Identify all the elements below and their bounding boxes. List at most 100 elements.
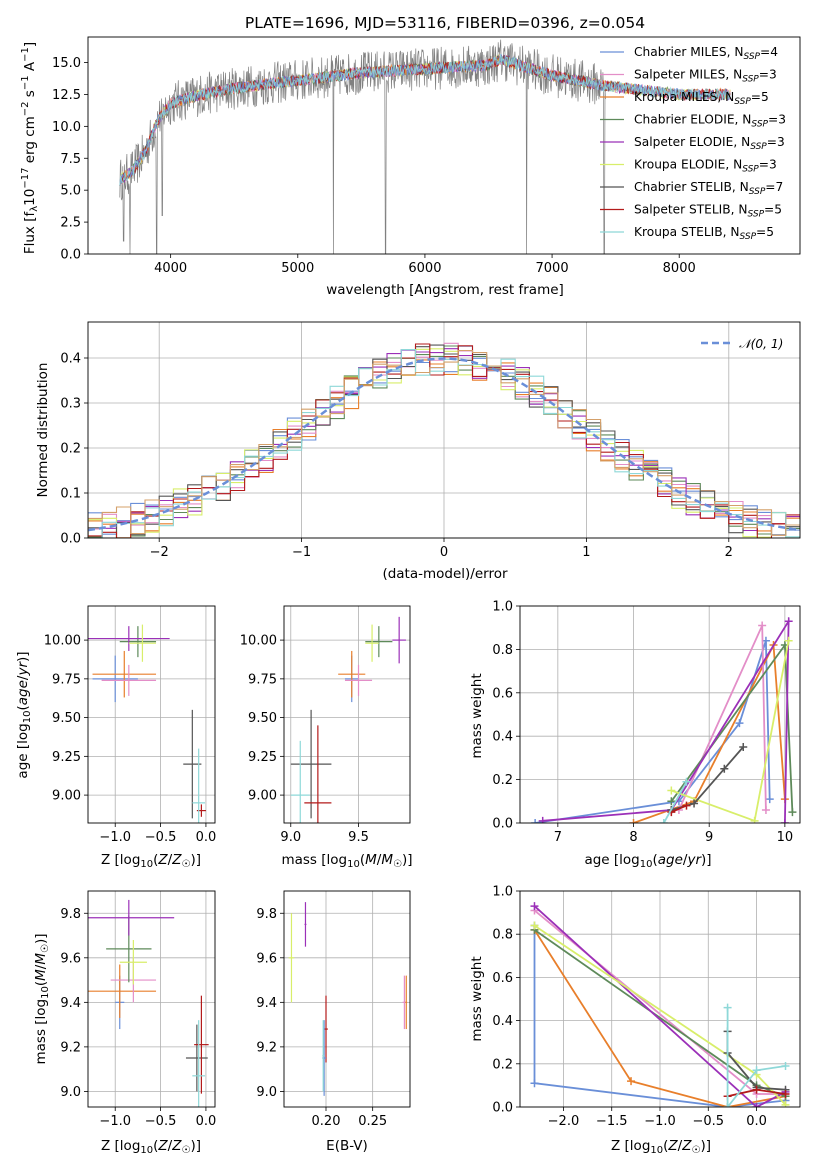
clipped-group [88, 899, 209, 1107]
residual-ticks: −2 −1 0 1 2 0.0 0.1 0.2 0.3 0.4 [60, 352, 733, 561]
mass-vs-z-grid [88, 891, 215, 1107]
age-vs-z-frame [87, 605, 216, 824]
residual-panel: −2 −1 0 1 2 0.0 0.1 0.2 0.3 0.4 (data-model)/erro… [35, 321, 801, 582]
age-vs-mass-ytick-label: 9.50 [248, 711, 277, 726]
clipped-group [88, 624, 206, 823]
age-vs-z-ytick-label: 9.50 [52, 711, 81, 726]
weight-vs-age-ytick-label: 1.0 [492, 600, 513, 615]
spectrum-ytick-label: 5.0 [60, 184, 81, 199]
residual-ytick-label: 0.2 [60, 442, 81, 457]
legend-nssp-sub: SSP [749, 187, 766, 197]
weight-vs-age-series-line [671, 804, 687, 813]
spectrum-xtick-label: 6000 [408, 261, 441, 276]
weight-vs-z-point-marker [781, 1090, 790, 1099]
mass-vs-z-xtick-label: −0.5 [145, 1114, 177, 1129]
mass-vs-z-panel: −1.0 −0.5 0.0 9.0 9.2 9.4 9.6 9.8 Z [log10(Z/Z☉… [33, 890, 216, 1156]
legend-nssp-prefix: N [733, 68, 742, 82]
age-vs-z-ytick-label: 9.00 [52, 789, 81, 804]
age-vs-mass-ytick-label: 9.25 [248, 750, 277, 765]
legend-label: Kroupa ELODIE, NSSP=3 [634, 158, 777, 175]
age-vs-mass-xlabel: mass [log10(M/M☉)] [281, 852, 412, 870]
weight-vs-z-point-marker [723, 1003, 732, 1012]
clipped-group [88, 342, 800, 538]
weight-vs-z-ytick-label: 0.4 [492, 1014, 513, 1029]
weight-vs-age-panel: 7 8 9 10 0.0 0.2 0.4 0.6 0.8 1.0 age [log10(age/y… [469, 600, 801, 870]
legend-nssp-value: 5 [766, 225, 774, 239]
weight-vs-z-panel: −2.0 −1.5 −1.0 −0.5 0.0 0.0 0.2 0.4 0.6 0.8 1.0 Z … [469, 885, 801, 1156]
spectrum-model-line [119, 54, 731, 186]
weight-vs-z-ylabel: mass weight [469, 956, 485, 1041]
weight-vs-z-point-marker [530, 1079, 539, 1088]
age-vs-mass-xtick-label: 9.0 [280, 830, 301, 845]
weight-vs-z-series-line [533, 929, 786, 1107]
legend-nssp-eq: = [759, 68, 769, 82]
age-vs-z-ytick-label: 9.25 [52, 750, 81, 765]
residual-histogram-step [88, 349, 800, 538]
legend-nssp-prefix: N [734, 45, 743, 59]
legend-nssp-sub: SSP [742, 165, 759, 175]
spectrum-xtick-label: 8000 [663, 261, 696, 276]
age-vs-mass-frame [283, 605, 411, 824]
weight-vs-age-plot-area: 7 8 9 10 0.0 0.2 0.4 0.6 0.8 1.0 [492, 600, 801, 846]
weight-vs-age-point-marker [765, 795, 774, 804]
weight-vs-age-point-marker [784, 636, 793, 645]
mass-vs-z-xtick-label: −1.0 [99, 1114, 131, 1129]
weight-vs-z-ytick-label: 0.0 [492, 1101, 513, 1116]
mass-vs-z-xlabel: Z [log10(Z/Z☉)] [101, 1138, 201, 1156]
residual-frame [87, 321, 801, 539]
mass-vs-ebv-ytick-label: 9.4 [256, 996, 277, 1011]
mass-vs-ebv-plot-area: 0.20 0.25 9.0 9.2 9.4 9.6 9.8 [256, 890, 411, 1129]
weight-vs-age-point-marker [629, 819, 638, 823]
age-vs-mass-xtick-label: 9.5 [348, 830, 369, 845]
weight-vs-age-point-marker [690, 799, 699, 808]
weight-vs-z-point-marker [723, 1103, 732, 1107]
weight-vs-z-xtick-label: 0.0 [746, 1114, 767, 1129]
mass-vs-z-plot-area: −1.0 −0.5 0.0 9.0 9.2 9.4 9.6 9.8 [60, 890, 216, 1129]
legend-nssp-prefix: N [741, 135, 750, 149]
legend-nssp-value: 4 [770, 45, 778, 59]
legend-nssp-sub: SSP [751, 120, 768, 130]
spectrum-xlabel: wavelength [Angstrom, rest frame] [326, 282, 564, 298]
age-vs-z-xtick-label: −0.5 [145, 830, 177, 845]
legend-nssp-sub: SSP [750, 142, 767, 152]
weight-vs-z-point-marker [781, 1061, 790, 1070]
age-vs-mass-grid [284, 606, 410, 823]
legend-name: Chabrier ELODIE [634, 113, 735, 127]
spectrum-ticks: 4000 5000 6000 7000 8000 0.0 2.5 5.0 7.5 10.0 12.5… [52, 56, 696, 276]
weight-vs-age-xtick-label: 8 [629, 830, 637, 845]
mass-vs-z-ticks: −1.0 −0.5 0.0 9.0 9.2 9.4 9.6 9.8 [60, 907, 216, 1129]
mass-vs-z-ytick-label: 9.8 [60, 907, 81, 922]
mass-vs-ebv-xtick-label: 0.25 [358, 1114, 387, 1129]
weight-vs-age-series-line [678, 625, 767, 811]
residual-ylabel: Normed distribution [35, 363, 51, 498]
weight-vs-age-point-marker [682, 801, 691, 810]
legend-label: Salpeter ELODIE, NSSP=3 [634, 135, 785, 152]
weight-vs-age-series-line [663, 781, 688, 823]
weight-vs-age-point-marker [720, 764, 729, 773]
weight-vs-age-point-marker [531, 819, 540, 823]
residual-legend: 𝒩(0, 1) [701, 337, 783, 351]
mass-vs-z-ytick-label: 9.0 [60, 1085, 81, 1100]
weight-vs-age-xlabel: age [log10(age/yr)] [584, 852, 711, 870]
spectrum-xtick-label: 7000 [536, 261, 569, 276]
weight-vs-age-ytick-label: 0.2 [492, 773, 513, 788]
spectrum-ytick-label: 7.5 [60, 152, 81, 167]
residual-ytick-label: 0.4 [60, 352, 81, 367]
legend-name: Salpeter MILES [634, 68, 726, 82]
legend-label: Salpeter STELIB, NSSP=5 [634, 203, 782, 220]
weight-vs-age-series-line [633, 641, 786, 823]
legend-name: Kroupa MILES [634, 90, 718, 104]
legend-name: Salpeter ELODIE [634, 135, 733, 149]
residual-xtick-label: 0 [440, 545, 448, 560]
weight-vs-age-ticks: 7 8 9 10 0.0 0.2 0.4 0.6 0.8 1.0 [492, 600, 793, 846]
legend-name: Chabrier MILES [634, 45, 727, 59]
spectrum-ytick-label: 0.0 [60, 248, 81, 263]
legend-label: Chabrier STELIB, NSSP=7 [634, 180, 783, 197]
age-vs-z-ytick-label: 10.00 [44, 634, 81, 649]
mass-vs-z-ytick-label: 9.4 [60, 996, 81, 1011]
weight-vs-z-point-marker [752, 1066, 761, 1075]
mass-vs-ebv-frame [283, 890, 411, 1108]
spectrum-ylabel: Flux [fλ10−17 erg cm−2 s−1 A−1] [20, 42, 40, 254]
legend-label: Kroupa MILES, NSSP=5 [634, 90, 769, 107]
